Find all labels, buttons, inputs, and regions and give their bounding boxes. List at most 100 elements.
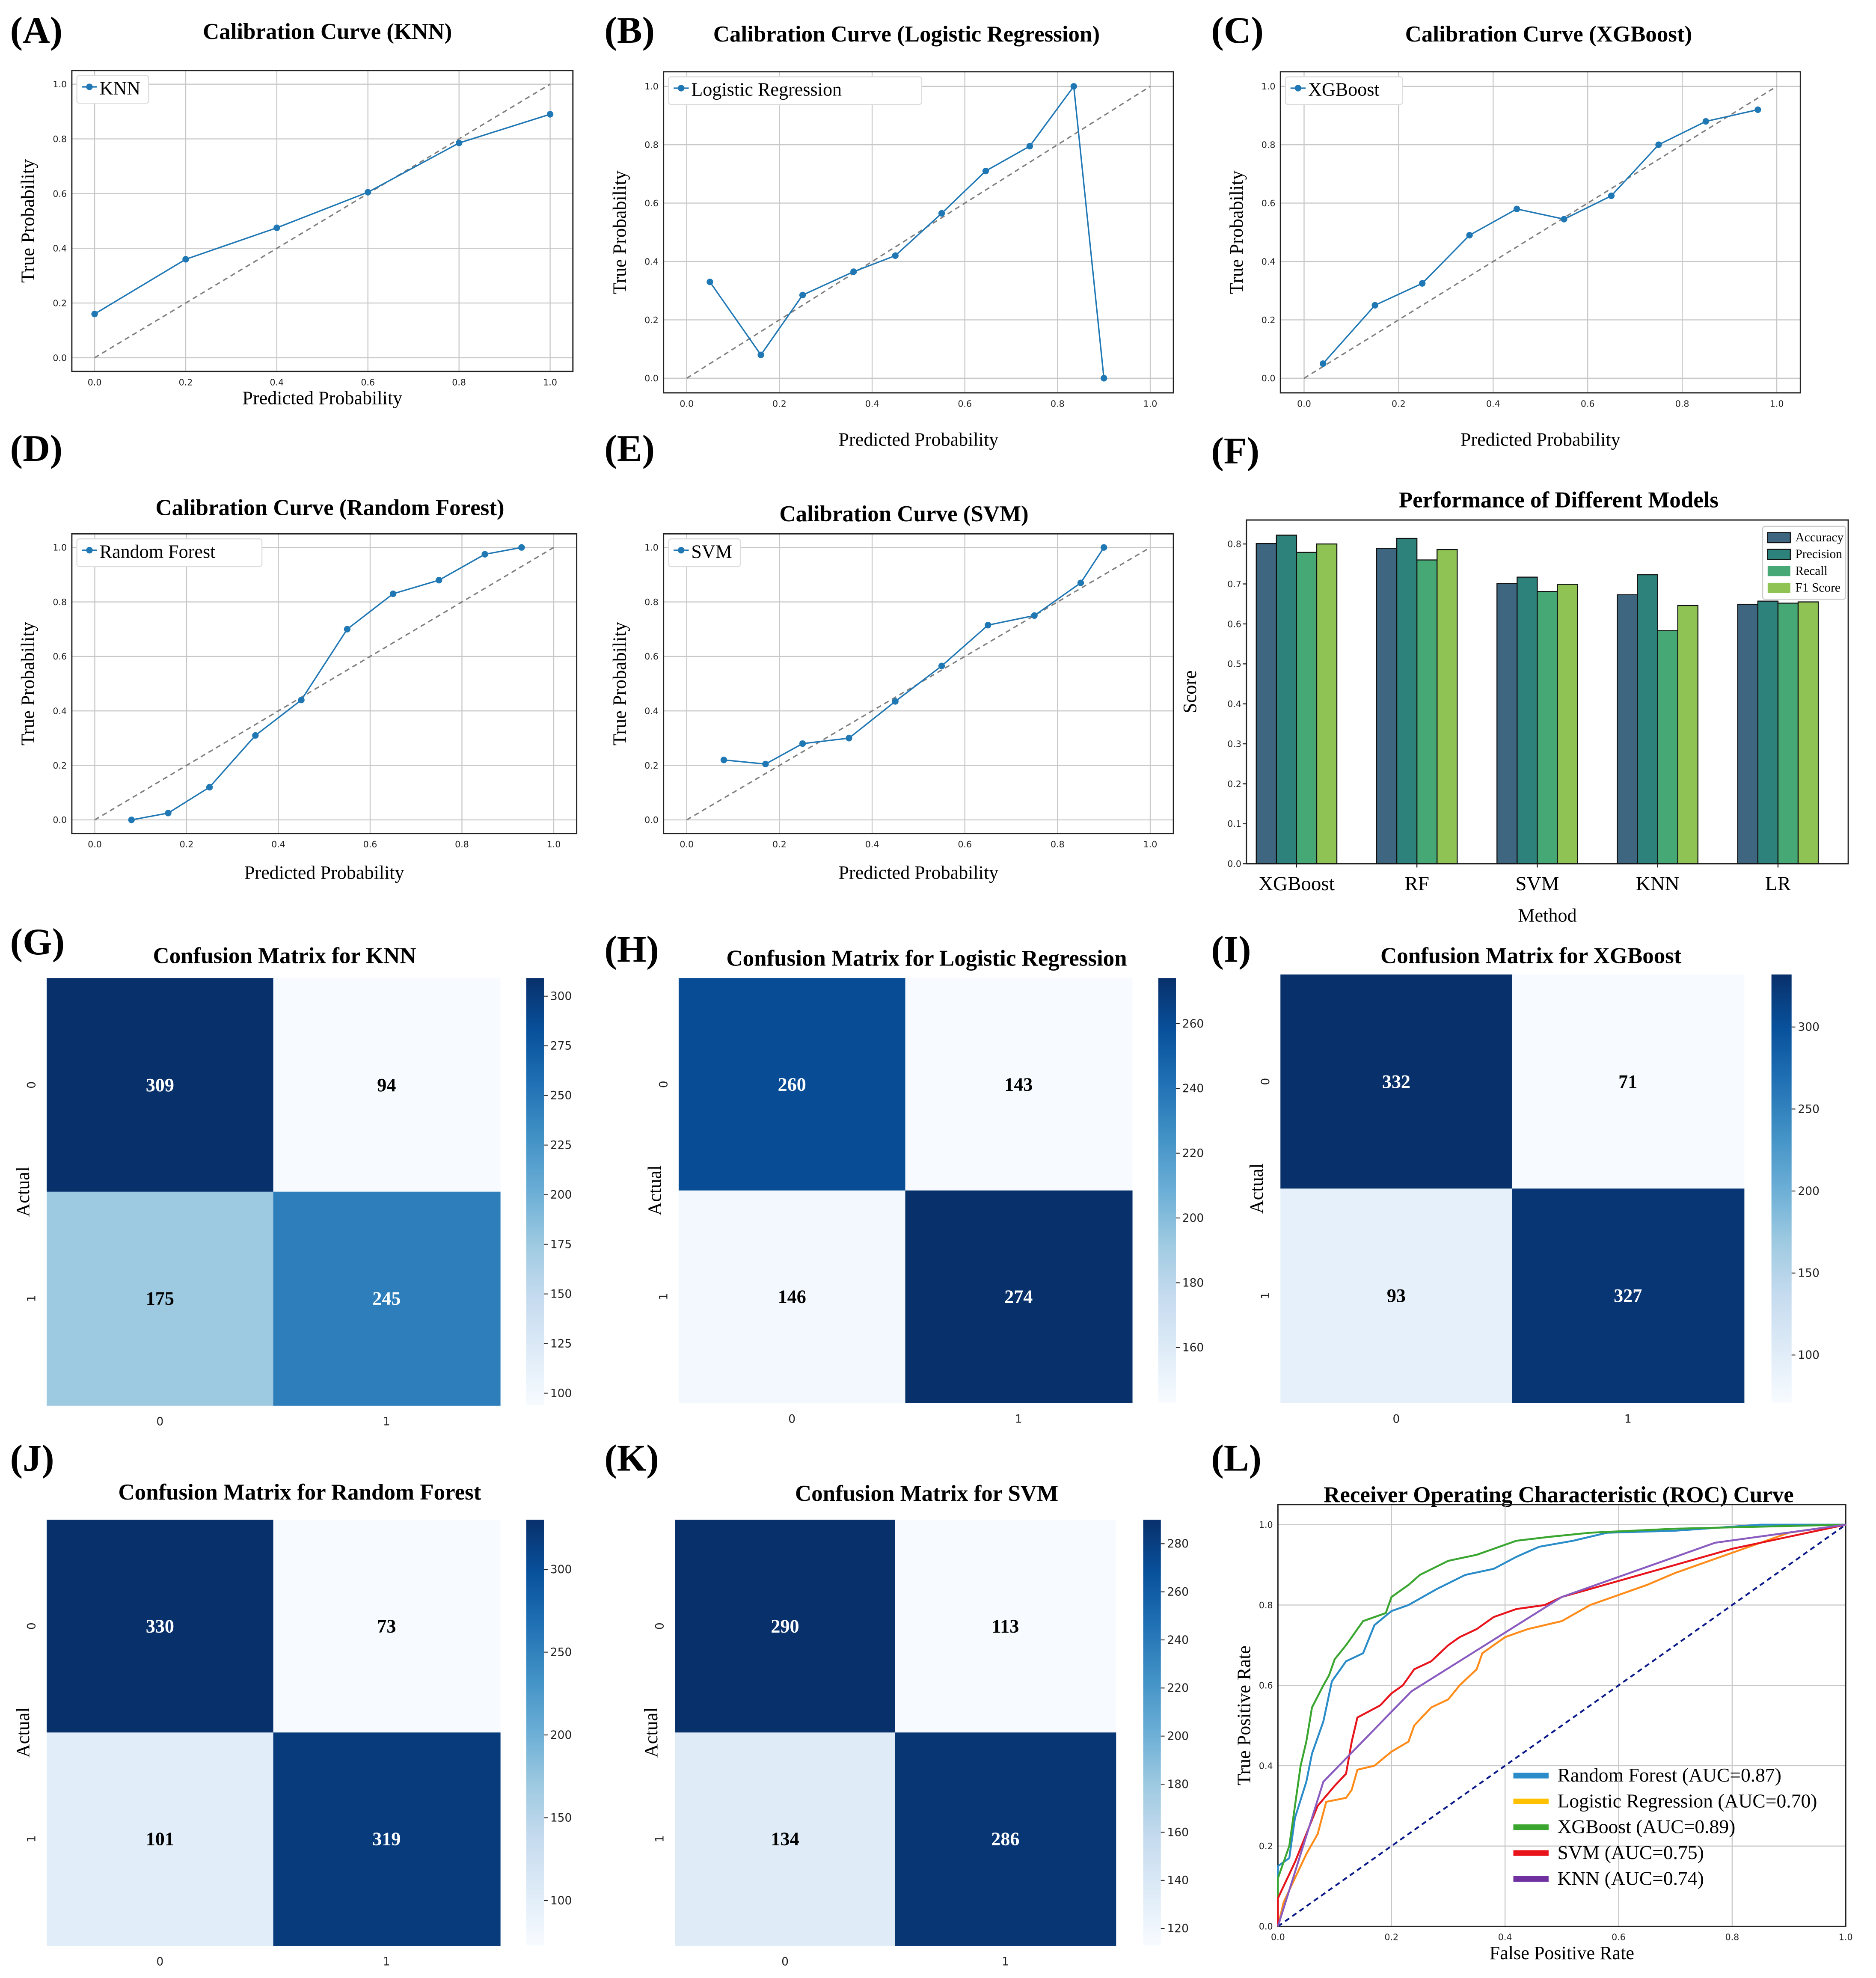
panel-letter: (H) — [604, 929, 659, 971]
legend-label: SVM (AUC=0.75) — [1558, 1841, 1704, 1863]
cell-value: 286 — [991, 1829, 1019, 1850]
bar-recall — [1537, 591, 1558, 864]
x-tick-label: 0.6 — [361, 377, 375, 387]
y-tick-label: 0.8 — [1227, 539, 1241, 549]
colorbar-tick-label: 200 — [1182, 1212, 1204, 1225]
x-axis-label: Predicted Probability — [839, 862, 999, 883]
bar-precision — [1517, 576, 1538, 864]
colorbar-tick-label: 200 — [550, 1729, 572, 1742]
cell-value: 143 — [1004, 1074, 1033, 1095]
bar-f1-score — [1437, 549, 1458, 864]
matrix-cell — [1512, 974, 1745, 1189]
chart-title: Confusion Matrix for XGBoost — [1380, 944, 1682, 968]
legend-marker — [678, 85, 685, 92]
panel-j: (J) Confusion Matrix for Random Forest 330… — [10, 1437, 572, 1968]
chart-title: Calibration Curve (SVM) — [779, 502, 1028, 526]
legend-label: F1 Score — [1796, 581, 1840, 594]
bar-precision — [1757, 600, 1779, 864]
series-line — [1277, 1524, 1846, 1927]
colorbar-tick-label: 100 — [1798, 1348, 1820, 1362]
x-axis-label: False Positive Rate — [1490, 1942, 1634, 1963]
bar-accuracy — [1256, 543, 1277, 864]
legend-label: KNN (AUC=0.74) — [1558, 1867, 1704, 1889]
y-tick-label: 0.8 — [644, 140, 659, 150]
series-line — [724, 547, 1105, 765]
y-tick-label: 0.0 — [1227, 859, 1241, 869]
reference-diagonal — [1303, 86, 1777, 379]
legend-box — [668, 76, 922, 105]
x-tick-label: 0.2 — [772, 839, 787, 849]
y-tick-label: 0 — [25, 1081, 39, 1089]
colorbar-tick-label: 250 — [550, 1089, 572, 1102]
data-point — [128, 817, 135, 823]
y-tick-label: 0.2 — [1262, 315, 1276, 325]
colorbar-tick-label: 240 — [1182, 1082, 1204, 1095]
series-line — [1277, 1524, 1846, 1927]
colorbar-tick-label: 175 — [550, 1238, 572, 1251]
legend-label: Recall — [1796, 564, 1828, 578]
legend-marker — [86, 547, 93, 554]
bar-recall — [1296, 552, 1318, 864]
matrix-cell — [905, 978, 1133, 1191]
colorbar-tick-label: 180 — [1182, 1276, 1204, 1289]
y-tick-label: 0.2 — [53, 298, 67, 308]
matrix-cell — [1512, 1188, 1745, 1403]
reference-diagonal — [686, 86, 1151, 379]
y-tick-label: 0.0 — [53, 353, 67, 363]
chart-title: Confusion Matrix for KNN — [153, 944, 416, 968]
matrix-cell — [273, 978, 501, 1193]
colorbar-tick-label: 225 — [550, 1138, 572, 1152]
matrix-cell — [905, 1190, 1133, 1403]
panel-letter: (J) — [10, 1437, 54, 1479]
colorbar — [526, 1520, 544, 1945]
data-point — [799, 291, 806, 299]
y-axis-label: Score — [1179, 670, 1200, 713]
bar-f1-score — [1677, 605, 1699, 864]
data-point — [298, 697, 305, 704]
matrix-cell — [678, 1190, 906, 1403]
colorbar-tick-label: 240 — [1167, 1633, 1189, 1647]
series-line — [709, 84, 1105, 378]
panel-letter: (A) — [10, 9, 63, 51]
matrix-cell — [273, 1191, 501, 1406]
legend-swatch — [1767, 582, 1790, 593]
cell-value: 94 — [377, 1075, 396, 1096]
data-point — [1101, 375, 1107, 382]
data-point — [938, 210, 945, 217]
x-tick-label: 0 — [781, 1955, 789, 1969]
x-tick-label: 0.8 — [1051, 398, 1065, 409]
panel-f: (F) Performance of Different Models 0.0 0.1… — [1179, 430, 1849, 926]
series-line — [1322, 109, 1758, 364]
y-axis-label: Actual — [12, 1167, 33, 1217]
y-tick-label: 0.6 — [53, 651, 67, 662]
y-tick-label: 0.2 — [1259, 1841, 1273, 1851]
data-point — [1077, 579, 1084, 586]
x-tick-label: 0 — [156, 1415, 163, 1428]
colorbar-tick-label: 250 — [1798, 1102, 1820, 1116]
x-tick-label: 1.0 — [543, 377, 557, 387]
legend-swatch — [1767, 532, 1791, 544]
y-tick-label: 0.1 — [1227, 819, 1241, 829]
x-tick-label: 0.6 — [1612, 1932, 1626, 1942]
x-tick-label: 0 — [1392, 1413, 1400, 1426]
legend-swatch — [1513, 1876, 1549, 1882]
cell-value: 260 — [778, 1074, 806, 1095]
legend-label: Precision — [1796, 547, 1843, 561]
y-tick-label: 0.6 — [644, 651, 659, 662]
legend-label: XGBoost — [1308, 79, 1380, 100]
bar-recall — [1416, 559, 1438, 864]
chart-title: Calibration Curve (Logistic Regression) — [713, 22, 1100, 47]
y-tick-label: 0 — [25, 1622, 39, 1630]
matrix-cell — [1280, 974, 1513, 1189]
y-tick-label: 0.4 — [644, 256, 659, 267]
data-point — [938, 662, 945, 669]
y-tick-label: 1.0 — [53, 543, 67, 553]
colorbar-tick-label: 280 — [1167, 1537, 1189, 1550]
series-line — [94, 113, 551, 315]
colorbar-tick-label: 220 — [1167, 1681, 1189, 1695]
data-point — [1101, 544, 1107, 551]
x-tick-label: 0.4 — [271, 839, 285, 849]
x-tick-label: 1.0 — [1770, 398, 1784, 409]
matrix-cell — [47, 1520, 274, 1733]
y-tick-label: 0.4 — [1227, 699, 1241, 709]
